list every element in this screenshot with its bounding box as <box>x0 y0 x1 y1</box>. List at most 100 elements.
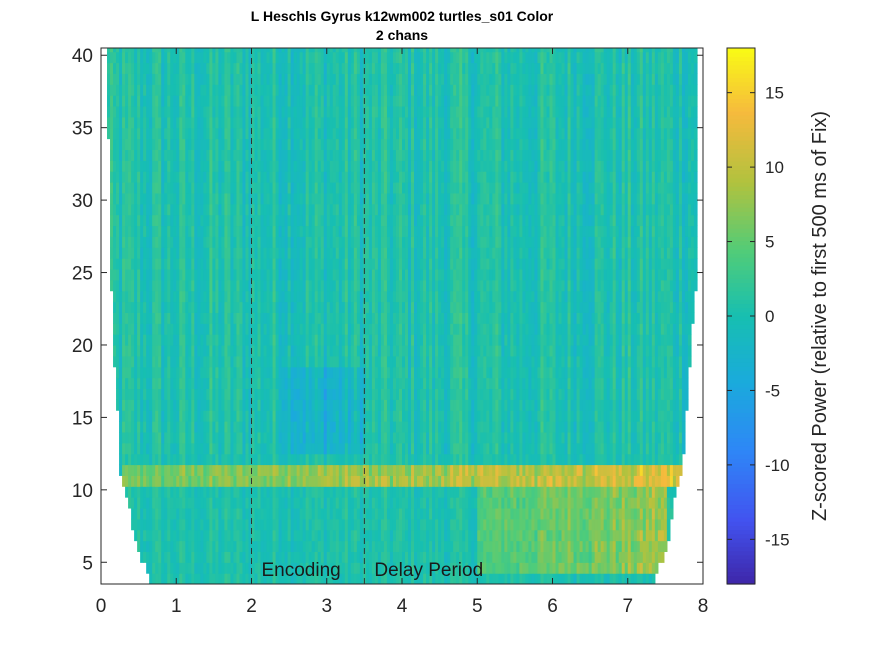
heatmap-cell <box>636 421 641 433</box>
heatmap-cell <box>257 344 262 357</box>
heatmap-cell <box>498 529 502 542</box>
heatmap-cell <box>125 388 129 400</box>
heatmap-cell <box>453 540 457 552</box>
heatmap-cell <box>432 334 436 346</box>
heatmap-cell <box>398 399 403 411</box>
heatmap-cell <box>323 399 328 411</box>
heatmap-cell <box>456 529 460 542</box>
heatmap-cell <box>594 486 599 498</box>
heatmap-cell <box>582 312 587 324</box>
heatmap-cell <box>540 540 545 552</box>
heatmap-cell <box>477 388 481 400</box>
heatmap-cell <box>411 442 415 455</box>
heatmap-cell <box>311 312 316 324</box>
heatmap-cell <box>600 290 605 303</box>
heatmap-cell <box>338 518 343 531</box>
heatmap-cell <box>603 290 608 303</box>
heatmap-cell <box>516 355 520 368</box>
heatmap-cell <box>122 464 126 476</box>
heatmap-cell <box>462 497 466 509</box>
heatmap-cell <box>417 399 421 411</box>
heatmap-cell <box>627 486 632 498</box>
heatmap-cell <box>215 323 219 335</box>
heatmap-cell <box>483 334 487 346</box>
heatmap-cell <box>344 301 349 313</box>
heatmap-cell <box>606 410 611 422</box>
heatmap-cell <box>308 507 313 520</box>
heatmap-cell <box>272 486 277 498</box>
heatmap-cell <box>531 573 536 584</box>
heatmap-cell <box>203 388 207 400</box>
heatmap-cell <box>432 312 436 324</box>
heatmap-cell <box>293 453 298 466</box>
heatmap-cell <box>405 377 409 390</box>
heatmap-cell <box>167 290 171 303</box>
heatmap-cell <box>633 301 638 313</box>
heatmap-cell <box>561 442 566 455</box>
heatmap-cell <box>426 334 430 346</box>
heatmap-cell <box>678 366 683 379</box>
heatmap-cell <box>221 518 226 531</box>
heatmap-cell <box>341 453 346 466</box>
heatmap-cell <box>371 540 376 552</box>
heatmap-cell <box>684 323 689 335</box>
heatmap-cell <box>389 312 394 324</box>
heatmap-cell <box>167 464 171 476</box>
heatmap-cell <box>546 366 551 379</box>
heatmap-cell <box>155 562 159 574</box>
heatmap-cell <box>266 377 271 390</box>
heatmap-cell <box>371 301 376 313</box>
heatmap-cell <box>417 529 421 542</box>
heatmap-cell <box>374 486 379 498</box>
heatmap-cell <box>612 312 617 324</box>
heatmap-cell <box>311 377 316 390</box>
heatmap-cell <box>251 399 256 411</box>
heatmap-cell <box>185 366 189 379</box>
heatmap-cell <box>519 323 523 335</box>
heatmap-cell <box>666 453 671 466</box>
heatmap-cell <box>462 388 466 400</box>
heatmap-cell <box>185 518 189 531</box>
heatmap-cell <box>311 475 316 487</box>
heatmap-cell <box>552 497 557 509</box>
heatmap-cell <box>585 497 590 509</box>
heatmap-cell <box>597 486 602 498</box>
heatmap-cell <box>359 518 364 531</box>
heatmap-cell <box>122 421 126 433</box>
heatmap-cell <box>284 475 289 487</box>
heatmap-cell <box>155 486 159 498</box>
heatmap-cell <box>344 323 349 335</box>
heatmap-cell <box>516 497 520 509</box>
heatmap-cell <box>480 290 484 303</box>
heatmap-cell <box>326 540 331 552</box>
heatmap-cell <box>603 507 608 520</box>
heatmap-cell <box>516 551 520 563</box>
heatmap-cell <box>528 301 533 313</box>
heatmap-cell <box>371 486 376 498</box>
heatmap-cell <box>155 344 159 357</box>
heatmap-cell <box>341 377 346 390</box>
heatmap-cell <box>290 540 295 552</box>
heatmap-cell <box>167 388 171 400</box>
heatmap-cell <box>347 301 352 313</box>
heatmap-cell <box>377 486 382 498</box>
heatmap-cell <box>272 529 277 542</box>
heatmap-cell <box>326 562 331 574</box>
heatmap-cell <box>254 301 259 313</box>
heatmap-cell <box>519 442 523 455</box>
heatmap-cell <box>585 323 590 335</box>
heatmap-cell <box>420 442 424 455</box>
heatmap-cell <box>329 312 334 324</box>
heatmap-cell <box>173 388 177 400</box>
heatmap-cell <box>233 312 238 324</box>
heatmap-cell <box>591 475 596 487</box>
heatmap-cell <box>287 475 292 487</box>
heatmap-cell <box>660 399 665 411</box>
heatmap-cell <box>197 486 201 498</box>
heatmap-cell <box>209 301 213 313</box>
heatmap-cell <box>483 540 487 552</box>
heatmap-cell <box>528 312 533 324</box>
heatmap-cell <box>188 475 192 487</box>
heatmap-cell <box>618 431 623 444</box>
heatmap-cell <box>504 497 508 509</box>
